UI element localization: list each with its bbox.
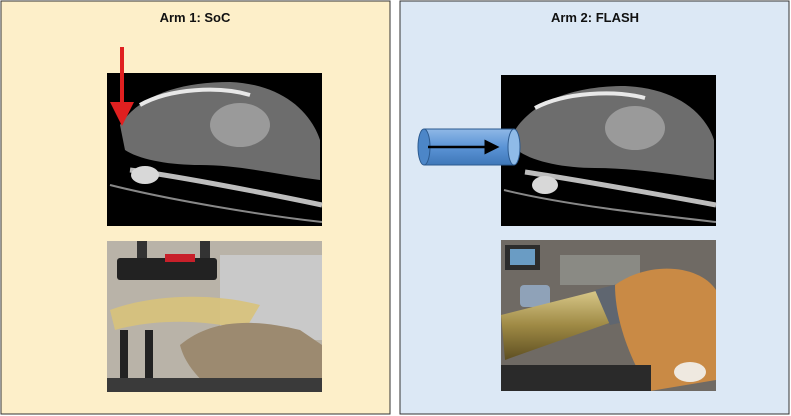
ct-scan [107,73,323,226]
photo-flash [501,240,716,391]
photo-soc [107,241,322,392]
ct-scan [501,75,717,226]
panel-title: Arm 2: FLASH [551,10,639,25]
panel-title: Arm 1: SoC [160,10,231,25]
beam-cylinder [417,128,521,166]
